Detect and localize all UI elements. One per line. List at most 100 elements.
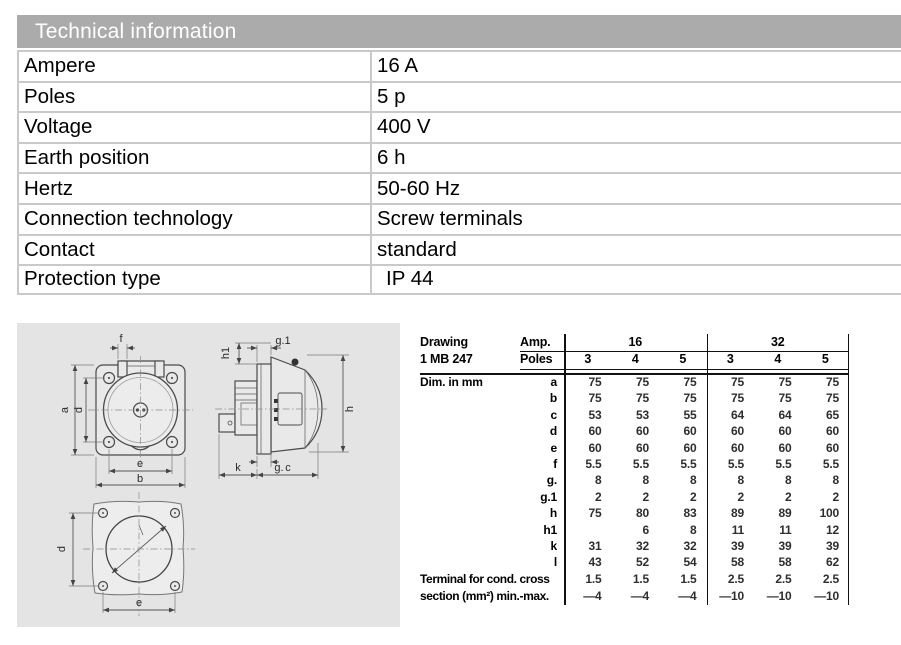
terminal-row: section (mm²) min.-max. —4 —4 —4 —10 —10 —10 xyxy=(420,588,849,605)
dim-label-h: h xyxy=(344,406,356,412)
dim-label-g: g. xyxy=(274,462,283,474)
terminal-label: Terminal for cond. cross xyxy=(420,571,550,586)
amp-label: Amp. xyxy=(520,335,551,349)
drawing-panel: a d f e b xyxy=(17,323,400,627)
dim-value: 62 xyxy=(826,555,839,570)
dim-unit-label: Dim. in mm xyxy=(420,375,483,389)
dim-value: 5.5 xyxy=(632,456,649,471)
dim-unit-label xyxy=(420,505,520,521)
dim-letter: a xyxy=(550,375,558,389)
dim-value: 58 xyxy=(731,555,744,570)
drawing-label: Drawing xyxy=(420,335,468,349)
dim-value: 75 xyxy=(588,391,602,406)
poles-col: 5 xyxy=(821,352,829,366)
poles-col: 5 xyxy=(679,352,687,366)
dim-value: 60 xyxy=(826,440,839,455)
dim-unit-label xyxy=(420,423,520,439)
dim-value: 8 xyxy=(690,522,697,537)
spec-value: 5 p xyxy=(370,82,901,112)
dim-value: 8 xyxy=(595,473,602,488)
dim-value: 5.5 xyxy=(775,456,792,471)
spec-value: Screw terminals xyxy=(370,204,901,234)
dim-value: 53 xyxy=(588,407,602,422)
terminal-value: —10 xyxy=(766,588,792,603)
dim-value: 31 xyxy=(588,538,602,553)
spec-label: Earth position xyxy=(24,146,150,170)
dim-value: 5.5 xyxy=(585,456,602,471)
poles-col: 4 xyxy=(631,352,639,366)
table-hline xyxy=(520,368,849,371)
dim-value: 39 xyxy=(731,538,744,553)
spec-value: 6 h xyxy=(370,143,901,173)
dim-letter: l xyxy=(553,555,557,570)
dim-value: 75 xyxy=(636,375,649,389)
dim-label-f: f xyxy=(119,333,123,345)
dim-value: 6 xyxy=(642,522,650,537)
table-vline xyxy=(706,334,708,605)
spec-row: Poles 5 p xyxy=(19,80,901,112)
dim-label-c: c xyxy=(285,462,291,474)
cutout-template-drawing: d e xyxy=(56,492,195,616)
spec-value: standard xyxy=(370,235,901,265)
dim-value: 8 xyxy=(785,473,792,488)
dim-value: 60 xyxy=(636,440,649,455)
dim-letter: d xyxy=(549,424,557,439)
spec-value: 400 V xyxy=(370,113,901,142)
dim-value: 12 xyxy=(826,522,839,537)
dim-label-e: e xyxy=(136,597,142,609)
terminal-value: —4 xyxy=(678,588,697,603)
amp-group-16: 16 xyxy=(628,335,642,349)
dim-letter: h1 xyxy=(543,522,557,537)
dim-unit-label xyxy=(420,456,520,472)
dim-letter: c xyxy=(550,407,558,422)
dim-value: 8 xyxy=(690,473,697,488)
dim-value: 8 xyxy=(737,473,745,488)
terminal-row: Terminal for cond. cross 1.5 1.5 1.5 2.5 2.5 2… xyxy=(420,571,849,588)
table-hline xyxy=(520,350,849,353)
spec-row: Hertz 50-60 Hz xyxy=(19,172,901,203)
dim-value: 11 xyxy=(779,522,792,537)
dim-label-e: e xyxy=(137,458,143,470)
dim-letter: f xyxy=(553,456,557,471)
dim-value: 39 xyxy=(826,538,839,553)
terminal-value: 2.5 xyxy=(822,571,839,586)
terminal-value: —4 xyxy=(583,588,602,603)
poles-label: Poles xyxy=(520,352,553,366)
drawing-number: 1 MB 247 xyxy=(420,352,473,366)
dim-value: 89 xyxy=(778,506,792,521)
dim-row: g. 8 8 8 8 8 8 xyxy=(420,472,849,488)
spec-value: 50-60 Hz xyxy=(370,174,901,203)
spec-label: Hertz xyxy=(24,176,73,200)
dim-value: 8 xyxy=(832,473,840,488)
dim-value: 60 xyxy=(683,424,697,439)
dim-label-k: k xyxy=(235,462,241,474)
dim-row: d 60 60 60 60 60 60 xyxy=(420,423,849,439)
spec-row: Ampere 16 A xyxy=(19,50,901,81)
dim-row: k 31 32 32 39 39 39 xyxy=(420,538,849,554)
dim-value: 2 xyxy=(785,489,792,504)
dim-value: 75 xyxy=(588,506,602,521)
dim-value: 75 xyxy=(683,375,697,389)
dim-value: 60 xyxy=(588,424,602,439)
dim-value: 75 xyxy=(778,375,792,389)
dim-value: 2 xyxy=(832,489,840,504)
dim-value: 11 xyxy=(731,522,744,537)
dim-value: 75 xyxy=(826,375,839,389)
dim-value: 64 xyxy=(731,407,744,422)
dim-label-g1: g.1 xyxy=(275,335,290,347)
dim-label-b: b xyxy=(137,473,143,485)
section-title: Technical information xyxy=(17,15,901,48)
terminal-value: 1.5 xyxy=(585,571,602,586)
spec-label: Poles xyxy=(24,84,76,108)
dim-value: 83 xyxy=(683,506,697,521)
dim-value: 5.5 xyxy=(822,456,839,471)
poles-col: 4 xyxy=(774,352,782,366)
dim-value: 75 xyxy=(731,391,744,406)
dim-unit-label xyxy=(420,538,520,554)
dim-value: 32 xyxy=(636,538,649,553)
dim-value: 5.5 xyxy=(727,456,744,471)
dim-unit-label xyxy=(420,440,520,456)
dim-letter: b xyxy=(549,391,557,406)
dim-value: 2 xyxy=(642,489,650,504)
table-vline xyxy=(847,334,849,605)
